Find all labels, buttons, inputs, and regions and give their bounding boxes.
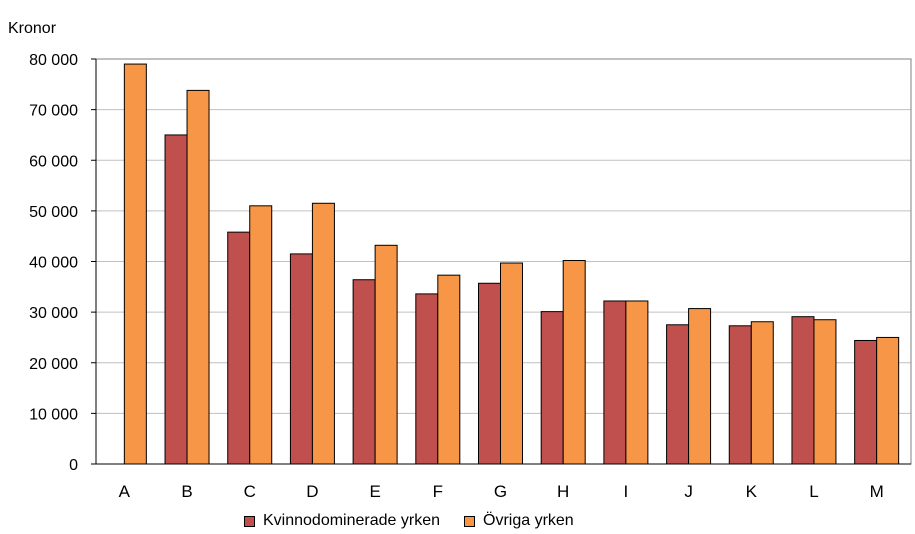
bar-F-series-1 [415,293,439,465]
x-tick-label-L: L [809,482,818,501]
bar-I-series-1 [603,300,627,465]
legend-swatch-series-1 [244,515,255,527]
y-tick-label-7: 70 000 [29,103,78,120]
legend-label-series-1: Kvinnodominerade yrken [263,512,440,529]
y-tick-label-2: 20 000 [29,356,78,373]
bar-G-series-2 [500,262,523,465]
bar-H-series-1 [540,311,564,465]
bar-B-series-1 [164,134,188,465]
x-tick-label-E: E [369,482,380,501]
bar-K-series-1 [728,325,752,465]
bar-D-series-1 [289,253,313,465]
x-tick-label-H: H [557,482,569,501]
axes [91,58,911,465]
bar-E-series-2 [374,244,398,465]
y-tick-label-6: 60 000 [29,153,78,170]
y-tick-label-1: 10 000 [29,406,78,423]
bar-E-series-1 [352,279,376,465]
bar-H-series-2 [562,259,586,465]
x-tick-label-B: B [181,482,192,501]
bar-B-series-2 [186,89,210,465]
x-tick-label-F: F [433,482,443,501]
bar-I-series-2 [625,300,649,465]
legend-item-series-1: Kvinnodominerade yrken [244,512,440,530]
bar-J-series-2 [688,308,712,465]
bar-M-series-1 [854,339,878,465]
bar-K-series-2 [750,321,774,465]
x-tick-label-D: D [306,482,318,501]
legend-item-series-2: Övriga yrken [464,512,574,530]
bar-L-series-1 [791,316,815,465]
bar-J-series-1 [666,324,690,465]
y-tick-label-0: 0 [69,457,78,474]
x-tick-label-I: I [624,482,629,501]
bar-A-series-2 [123,63,147,465]
legend-swatch-series-2 [464,515,475,527]
y-tick-label-3: 30 000 [29,305,78,322]
x-tick-label-C: C [244,482,256,501]
x-tick-label-A: A [119,482,131,501]
bar-F-series-2 [437,274,461,465]
bar-G-series-1 [478,282,501,465]
bar-D-series-2 [311,202,335,465]
y-tick-label-5: 50 000 [29,204,78,221]
legend: Kvinnodominerade yrken Övriga yrken [244,512,598,530]
y-tick-labels: 0 10 000 20 000 30 000 40 000 50 000 60 000 70 … [29,52,78,474]
bar-C-series-1 [227,231,251,465]
x-tick-label-J: J [684,482,693,501]
bar-M-series-2 [876,336,900,465]
x-tick-label-M: M [870,482,884,501]
bars [123,63,900,465]
y-axis-unit-label: Kronor [8,20,57,37]
y-tick-label-8: 80 000 [29,52,78,69]
bar-C-series-2 [249,205,273,465]
legend-label-series-2: Övriga yrken [483,512,574,529]
x-tick-labels: A B C D E F G H I J K L M [119,482,884,501]
x-tick-label-K: K [746,482,758,501]
x-tick-label-G: G [494,482,507,501]
bar-L-series-2 [813,319,837,465]
y-tick-label-4: 40 000 [29,255,78,272]
